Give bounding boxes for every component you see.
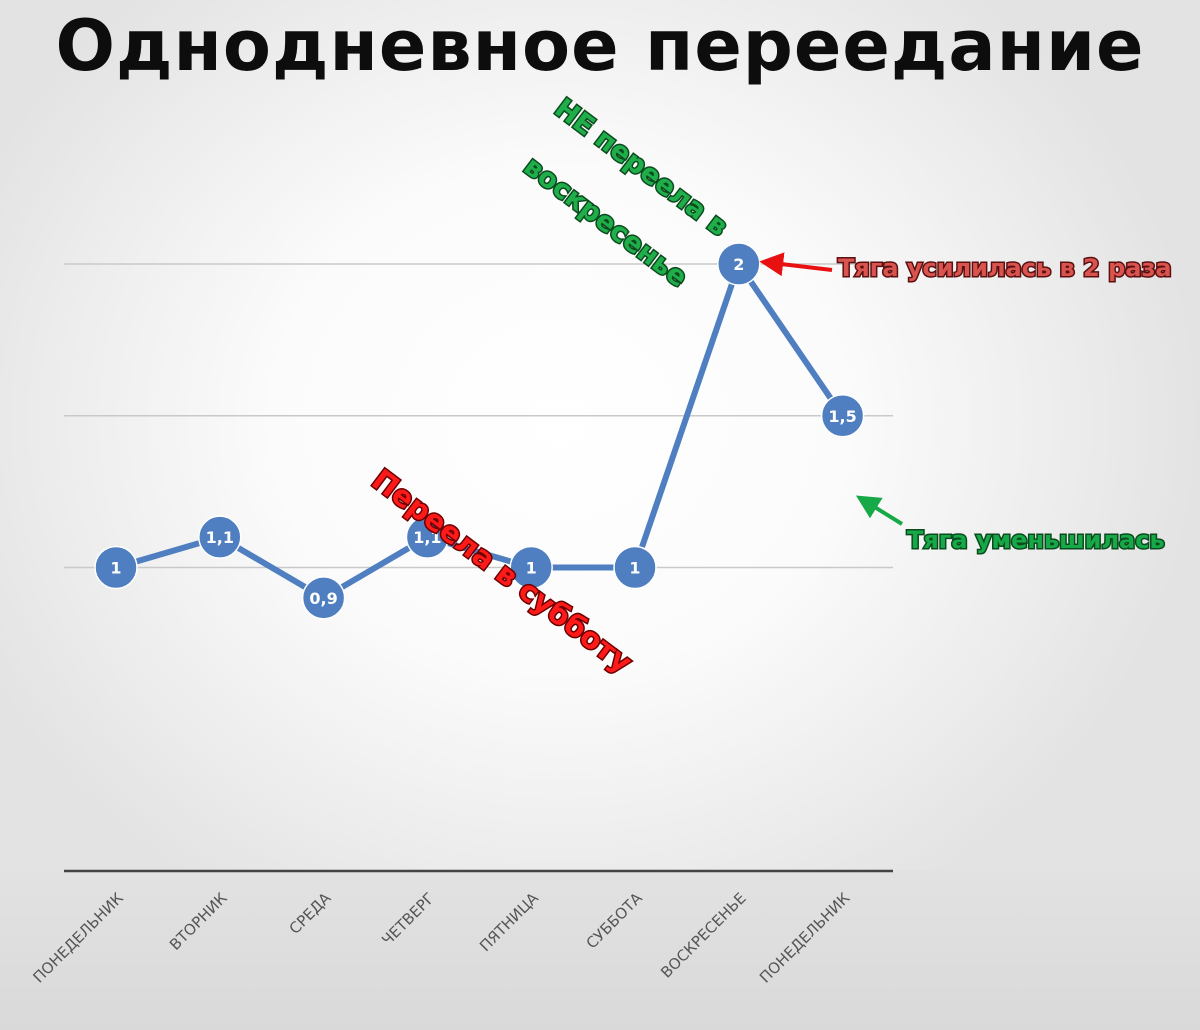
data-label: 2 — [733, 255, 744, 274]
data-point — [820, 394, 865, 438]
annotation-arrow — [759, 252, 833, 277]
chart-title: Однодневное переедание — [55, 5, 1145, 87]
annotation-text: НЕ переела в — [549, 93, 734, 243]
data-point — [509, 545, 553, 590]
x-tick-label: ВОСКРЕСЕНЬЕ — [657, 889, 749, 981]
data-label: 1 — [629, 559, 640, 578]
data-series: 1 1,1 0,9 1,1 1 1 2 1,5 — [94, 242, 865, 620]
annotation-text: Тяга усилилась в 2 раза — [838, 254, 1172, 282]
x-tick-label: ПОНЕДЕЛЬНИК — [29, 889, 127, 987]
annotation-text: Переела в субботу — [366, 462, 639, 679]
data-label: 1 — [110, 559, 121, 578]
data-point — [198, 515, 242, 559]
data-point — [94, 545, 138, 590]
data-point — [301, 576, 346, 620]
data-label: 1,1 — [413, 528, 441, 547]
data-label: 1,5 — [828, 407, 856, 426]
x-tick-label: ЧЕТВЕРГ — [378, 889, 438, 949]
annotation-arrow — [855, 495, 904, 526]
x-tick-label: ПОНЕДЕЛЬНИК — [756, 889, 854, 987]
x-axis: ПОНЕДЕЛЬНИК ВТОРНИК СРЕДА ЧЕТВЕРГ ПЯТНИЦА СУБ… — [29, 869, 893, 987]
data-label: 1 — [526, 559, 537, 578]
annotation-text: Тяга уменьшилась — [907, 526, 1165, 554]
data-point — [613, 545, 657, 590]
data-label: 1,1 — [206, 528, 234, 547]
axis-band — [0, 870, 1200, 1030]
x-tick-label: ПЯТНИЦА — [476, 889, 542, 955]
x-tick-label: ВТОРНИК — [166, 889, 231, 954]
data-point — [405, 515, 450, 559]
data-label: 0,9 — [309, 589, 337, 608]
x-tick-label: СРЕДА — [286, 889, 335, 938]
x-tick-label: СУББОТА — [583, 889, 647, 953]
